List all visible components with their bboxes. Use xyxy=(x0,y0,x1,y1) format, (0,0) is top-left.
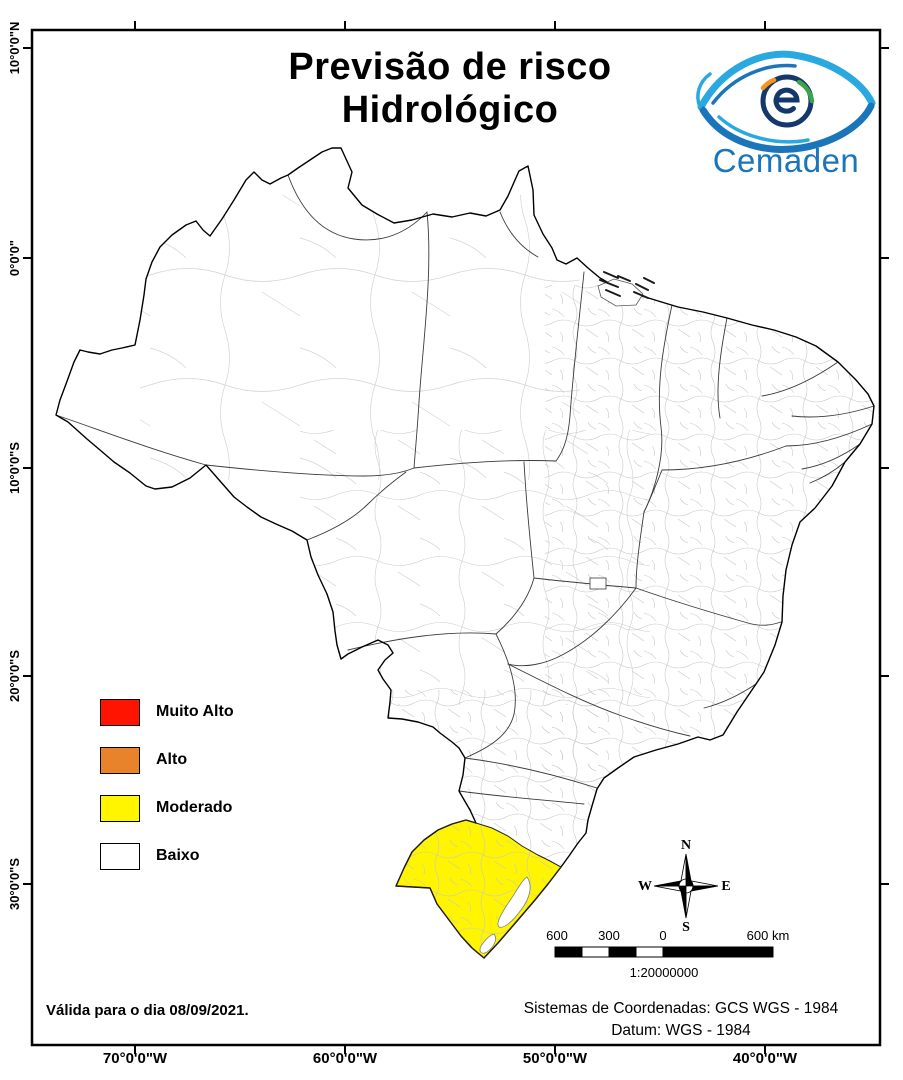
scale-label-0: 0 xyxy=(659,928,666,943)
scale-label-600-left: 600 xyxy=(546,928,568,943)
legend-swatch-muito-alto xyxy=(100,698,140,726)
page-title: Previsão de risco Hidrológico xyxy=(140,46,760,131)
compass-west-label: W xyxy=(638,879,652,894)
compass-south-label: S xyxy=(682,920,690,935)
compass-rose: N S E W xyxy=(638,838,731,935)
legend-item-baixo: Baixo xyxy=(100,842,234,870)
scale-ratio: 1:20000000 xyxy=(630,965,699,980)
lat-label-20s: 20°0'0"S xyxy=(7,649,22,703)
valid-date-text: Válida para o dia 08/09/2021. xyxy=(46,1002,249,1019)
amazon-mouth-islands xyxy=(597,271,655,307)
scale-label-600km: 600 km xyxy=(747,928,790,943)
lat-label-10s: 10°0'0"S xyxy=(7,441,22,495)
title-line-2: Hidrológico xyxy=(341,88,559,131)
logo-eye-bottom-arc xyxy=(699,102,875,153)
legend-item-alto: Alto xyxy=(100,746,234,774)
legend-swatch-moderado xyxy=(100,794,140,822)
lon-label-50w: 50°0'0"W xyxy=(522,1050,588,1067)
coastal-lagoons xyxy=(479,876,531,954)
legend-label-muito-alto: Muito Alto xyxy=(156,703,234,720)
legend-item-muito-alto: Muito Alto xyxy=(100,698,234,726)
datum-text: Datum: WGS - 1984 xyxy=(611,1021,751,1039)
logo-wordmark: Cemaden xyxy=(713,142,860,179)
coordinate-system-block: Sistemas de Coordenadas: GCS WGS - 1984 … xyxy=(482,998,880,1041)
risk-legend: Muito Alto Alto Moderado Baixo xyxy=(100,698,234,890)
lon-label-60w: 60°0'0"W xyxy=(312,1050,378,1067)
state-boundaries xyxy=(55,174,875,805)
title-line-1: Previsão de risco xyxy=(288,46,612,88)
logo-eye-top-arc xyxy=(697,50,876,111)
graticule-ticks xyxy=(23,21,889,1054)
scale-bar: 600 300 0 600 km 1:20000000 xyxy=(546,928,789,980)
coordinate-system-text: Sistemas de Coordenadas: GCS WGS - 1984 xyxy=(523,1000,839,1017)
scale-label-300: 300 xyxy=(598,928,620,943)
legend-swatch-alto xyxy=(100,746,140,774)
cemaden-logo: Cemaden xyxy=(696,50,876,179)
legend-swatch-baixo xyxy=(100,842,140,870)
legend-label-alto: Alto xyxy=(156,751,188,768)
lon-label-40w: 40°0'0"W xyxy=(732,1050,798,1067)
lat-label-30s: 30°0'0"S xyxy=(7,857,22,911)
legend-label-moderado: Moderado xyxy=(156,799,233,816)
compass-north-label: N xyxy=(681,838,691,853)
municipal-boundaries xyxy=(140,195,874,958)
legend-label-baixo: Baixo xyxy=(156,847,200,864)
legend-item-moderado: Moderado xyxy=(100,794,234,822)
compass-east-label: E xyxy=(721,879,730,894)
lat-label-10n: 10°0'0"N xyxy=(7,21,22,75)
map-frame xyxy=(30,28,882,1047)
lat-label-0: 0°0'0" xyxy=(7,239,22,277)
lon-label-70w: 70°0'0"W xyxy=(102,1050,168,1067)
